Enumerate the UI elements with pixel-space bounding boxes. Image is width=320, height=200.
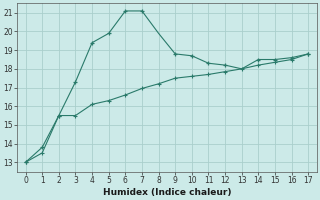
X-axis label: Humidex (Indice chaleur): Humidex (Indice chaleur) — [103, 188, 231, 197]
